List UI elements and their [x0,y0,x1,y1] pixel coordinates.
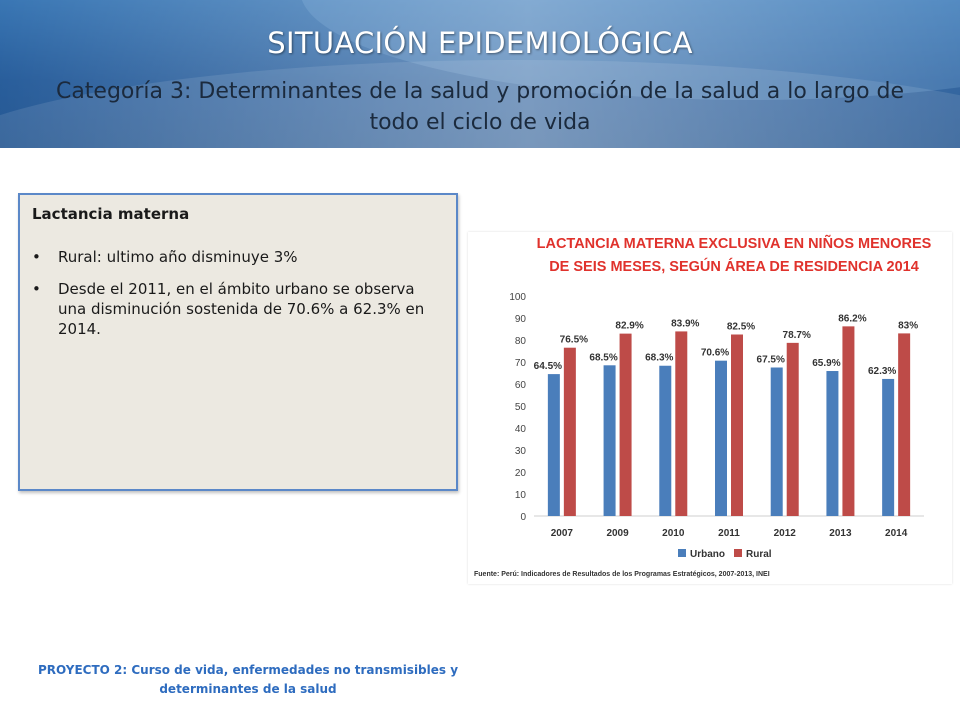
bullet-icon: • [32,248,41,266]
data-label: 86.2% [838,313,866,324]
y-tick-label: 40 [515,424,527,435]
bar-rural [563,347,576,516]
bar-urbano [770,367,783,516]
bar-rural [898,333,911,516]
bullet-list: • Rural: ultimo año disminuye 3% • Desde… [32,247,444,339]
page-title: SITUACIÓN EPIDEMIOLÓGICA [267,26,693,60]
bar-urbano [659,365,672,516]
bar-urbano [715,360,727,516]
data-label: 82.5% [727,322,755,333]
chart-container: LACTANCIA MATERNA EXCLUSIVA EN NIÑOS MEN… [468,232,952,584]
data-label: 76.5% [560,335,588,346]
bullet-item: • Rural: ultimo año disminuye 3% [32,247,444,267]
chart-source: Fuente: Perú: Indicadores de Resultados … [474,571,770,578]
legend-label: Urbano [690,549,725,560]
y-tick-label: 50 [515,402,527,413]
y-tick-label: 70 [515,358,527,369]
x-tick-label: 2014 [885,528,908,539]
bullet-text: Desde el 2011, en el ámbito urbano se ob… [58,280,425,338]
data-label: 83% [898,320,918,331]
y-tick-label: 20 [515,468,527,479]
bar-urbano [882,378,895,516]
data-label: 83.9% [671,318,699,329]
footer-line: PROYECTO 2: Curso de vida, enfermedades … [37,663,459,677]
y-tick-label: 100 [509,292,526,303]
data-label: 67.5% [757,355,785,366]
bar-rural [786,342,799,516]
bar-urbano [547,374,560,516]
bar-rural [731,334,743,516]
legend-label: Rural [746,549,772,560]
y-tick-label: 80 [515,336,527,347]
legend-swatch [734,549,742,557]
y-tick-label: 60 [515,380,527,391]
x-tick-label: 2009 [606,528,629,539]
footer-line: determinantes de la salud [159,682,337,696]
y-tick-label: 90 [515,314,527,325]
data-label: 65.9% [812,358,840,369]
bar-rural [675,331,688,516]
x-tick-label: 2012 [774,528,797,539]
legend-swatch [678,549,686,557]
x-tick-label: 2011 [718,528,740,539]
chart-title-line: LACTANCIA MATERNA EXCLUSIVA EN NIÑOS MEN… [537,234,932,252]
bar-chart: LACTANCIA MATERNA EXCLUSIVA EN NIÑOS MEN… [474,234,932,578]
chart-title-line: DE SEIS MESES, SEGÚN ÁREA DE RESIDENCIA … [549,257,919,275]
bar-urbano [826,371,839,516]
y-tick-label: 0 [520,512,526,523]
data-label: 70.6% [701,348,729,359]
y-tick-label: 30 [515,446,527,457]
bullet-item: • Desde el 2011, en el ámbito urbano se … [32,279,444,339]
data-label: 68.3% [645,353,673,364]
header-shine [0,0,960,148]
footer-project-label: PROYECTO 2: Curso de vida, enfermedades … [28,661,468,699]
textbox-title: Lactancia materna [32,205,190,223]
data-label: 78.7% [783,330,811,341]
data-label: 64.5% [534,361,562,372]
x-tick-label: 2007 [551,528,574,539]
bar-urbano [603,365,616,516]
data-label: 62.3% [868,366,896,377]
bullet-text: Rural: ultimo año disminuye 3% [58,248,298,266]
bar-rural [842,326,855,516]
bullet-icon: • [32,280,41,298]
data-label: 82.9% [615,321,643,332]
x-tick-label: 2010 [662,528,685,539]
header-banner: SITUACIÓN EPIDEMIOLÓGICA Categoría 3: De… [0,0,960,148]
y-tick-label: 10 [515,490,527,501]
x-tick-label: 2013 [829,528,852,539]
data-label: 68.5% [589,352,617,363]
info-textbox: Lactancia materna • Rural: ultimo año di… [18,193,458,491]
page-subtitle: Categoría 3: Determinantes de la salud y… [55,79,905,135]
bar-rural [619,333,632,516]
